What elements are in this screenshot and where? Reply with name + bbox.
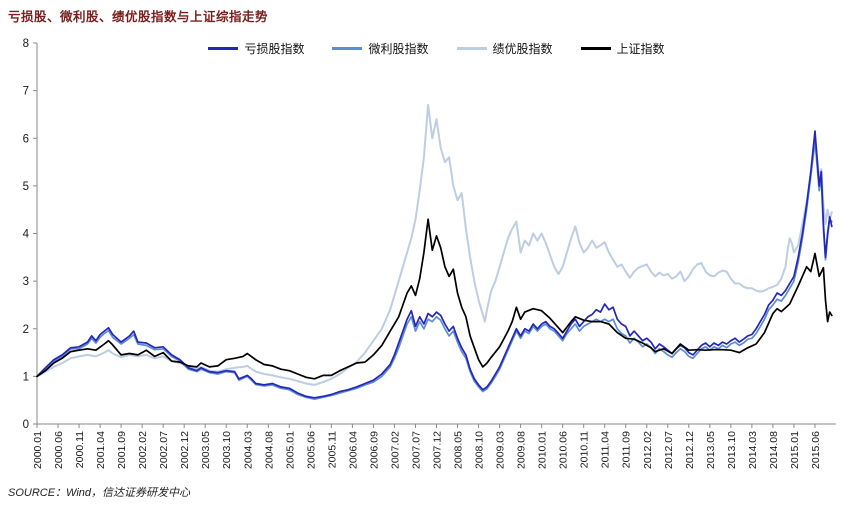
series-line bbox=[36, 103, 833, 386]
legend-item: 上证指数 bbox=[580, 40, 665, 57]
x-tick-label: 2002.07 bbox=[158, 431, 170, 469]
y-tick-label: 8 bbox=[23, 38, 29, 50]
x-tick-label: 2001.04 bbox=[95, 431, 107, 469]
x-tick-label: 2001.09 bbox=[116, 431, 128, 469]
legend-label: 上证指数 bbox=[616, 41, 665, 56]
legend: 亏损股指数 微利股指数 绩优股指数 上证指数 bbox=[37, 38, 836, 58]
series-line bbox=[36, 130, 833, 399]
legend-label: 绩优股指数 bbox=[492, 41, 553, 56]
x-tick-label: 2007.07 bbox=[410, 431, 422, 469]
x-tick-label: 2010.06 bbox=[558, 431, 570, 469]
x-tick-label: 2013.10 bbox=[726, 431, 738, 469]
x-tick-label: 2007.02 bbox=[389, 431, 401, 469]
legend-line-swatch bbox=[456, 46, 487, 50]
x-tick-label: 2013.05 bbox=[705, 431, 717, 469]
x-tick-label: 2007.12 bbox=[432, 431, 444, 469]
x-tick-label: 2012.02 bbox=[642, 431, 654, 469]
x-tick-label: 2000.01 bbox=[32, 431, 44, 469]
x-tick-label: 2006.09 bbox=[368, 431, 380, 469]
x-tick-label: 2009.03 bbox=[495, 431, 507, 469]
x-tick-label: 2003.10 bbox=[221, 431, 233, 469]
y-tick-label: 6 bbox=[23, 133, 29, 145]
legend-item: 微利股指数 bbox=[332, 40, 429, 57]
y-tick-label: 5 bbox=[23, 181, 29, 193]
legend-line-swatch bbox=[208, 46, 239, 50]
x-tick-label: 2009.08 bbox=[516, 431, 528, 469]
legend-line-swatch bbox=[332, 46, 363, 50]
x-tick-label: 2000.06 bbox=[53, 431, 65, 469]
y-tick-label: 1 bbox=[23, 371, 29, 383]
x-tick-label: 2015.06 bbox=[810, 431, 822, 469]
x-tick-label: 2005.01 bbox=[284, 431, 296, 469]
series-line bbox=[36, 218, 833, 380]
legend-item: 亏损股指数 bbox=[208, 40, 304, 57]
y-tick-label: 4 bbox=[23, 229, 30, 241]
x-tick-label: 2004.08 bbox=[263, 431, 275, 469]
x-tick-label: 2002.12 bbox=[179, 431, 191, 469]
source-note: SOURCE：Wind，信达证券研发中心 bbox=[8, 487, 191, 499]
x-tick-label: 2012.07 bbox=[663, 431, 675, 469]
y-tick-label: 3 bbox=[23, 276, 29, 288]
x-tick-label: 2014.08 bbox=[768, 431, 780, 469]
y-tick-label: 2 bbox=[23, 324, 29, 336]
x-tick-label: 2008.10 bbox=[474, 431, 486, 469]
x-tick-label: 2010.01 bbox=[537, 431, 549, 469]
x-tick-label: 2015.01 bbox=[789, 431, 801, 469]
x-tick-label: 2014.03 bbox=[747, 431, 759, 469]
x-tick-label: 2002.02 bbox=[137, 431, 149, 469]
x-tick-label: 2000.11 bbox=[74, 431, 86, 468]
legend-line-swatch bbox=[580, 46, 611, 50]
x-tick-label: 2005.06 bbox=[305, 431, 317, 469]
x-tick-label: 2011.09 bbox=[621, 431, 633, 468]
x-tick-label: 2008.05 bbox=[453, 431, 465, 469]
x-tick-label: 2006.04 bbox=[347, 431, 359, 469]
y-tick-label: 0 bbox=[23, 419, 29, 431]
legend-label: 亏损股指数 bbox=[244, 41, 305, 56]
x-tick-label: 2011.04 bbox=[600, 431, 612, 468]
x-tick-label: 2012.12 bbox=[684, 431, 696, 469]
series-line bbox=[36, 139, 833, 401]
legend-item: 绩优股指数 bbox=[456, 40, 553, 57]
y-tick-label: 7 bbox=[23, 86, 29, 98]
x-tick-label: 2004.03 bbox=[242, 431, 254, 469]
x-tick-label: 2003.05 bbox=[200, 431, 212, 469]
axis-lines bbox=[36, 43, 836, 425]
x-tick-label: 2005.11 bbox=[326, 431, 338, 468]
x-tick-label: 2010.11 bbox=[579, 431, 591, 468]
chart-title: 亏损股、微利股、绩优股指数与上证综指走势 bbox=[8, 10, 269, 24]
legend-label: 微利股指数 bbox=[368, 41, 429, 56]
